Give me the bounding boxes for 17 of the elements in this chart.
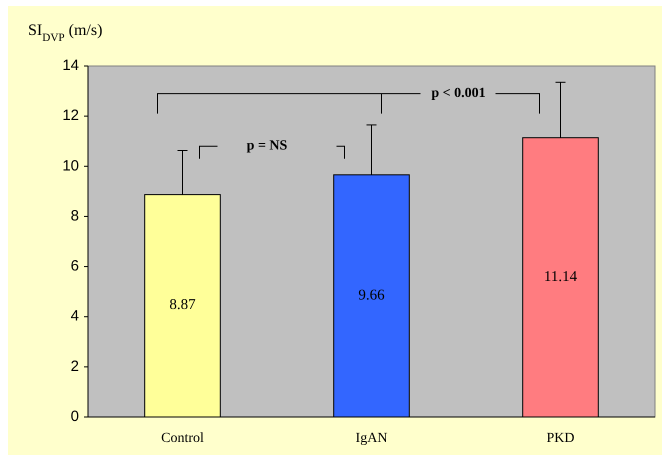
y-tick-label: 8 [70,207,79,224]
y-axis-title: SI$_{DVP}$ (m/s) [28,22,102,44]
annotation: p < 0.001 [431,86,486,101]
y-tick-label: 0 [70,408,79,425]
y-tick-label: 4 [70,308,79,325]
y-tick-label: 14 [62,56,79,74]
data-label: 8.87 [169,297,196,314]
data-label: 9.66 [358,287,386,304]
y-tick-label: 6 [70,258,79,275]
data-label: 11.14 [544,268,578,285]
x-tick-label: IgAN [356,431,388,446]
annotation: p = NS [246,138,288,154]
y-tick-label: 2 [70,358,79,375]
y-tick-label: 12 [62,107,79,124]
y-tick-label: 10 [62,157,79,174]
x-tick-label: Control [161,431,204,446]
x-tick-label: PKD [546,431,575,446]
